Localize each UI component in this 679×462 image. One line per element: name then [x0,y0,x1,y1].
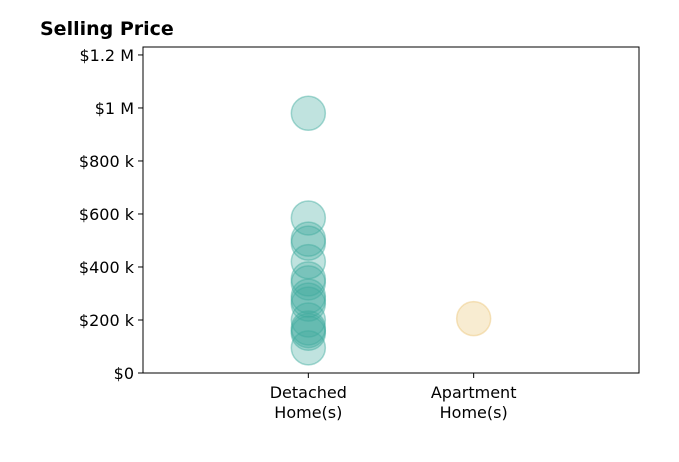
y-tick-label: $0 [114,364,134,383]
data-point-detached [290,261,327,297]
data-point-detached [290,330,327,366]
chart-title: Selling Price [40,18,174,40]
y-tick-label: $400 k [79,258,135,277]
data-point-detached [290,225,327,261]
data-point-detached [290,286,327,322]
data-point-detached [290,95,327,132]
data-point-detached [290,282,327,318]
data-point-detached [290,243,327,280]
x-tick-label: Detached [270,383,347,402]
data-point-detached [290,312,327,349]
data-point-detached [290,302,327,338]
data-point-detached [290,265,327,301]
data-point-detached [290,200,327,236]
data-point-detached [290,315,327,351]
y-axis: $0 $200 k $400 k $600 k $800 k $1 M $1.2 M [79,46,143,383]
data-point-apartment [455,300,492,337]
y-tick-label: $600 k [79,205,135,224]
y-tick-label: $1 M [95,99,134,118]
data-point-detached [290,278,327,314]
points-layer [290,95,492,366]
x-tick-label: Home(s) [274,403,342,422]
data-point-detached [290,221,327,257]
data-point-detached [290,310,327,346]
y-tick-label: $200 k [79,311,135,330]
y-tick-label: $800 k [79,152,135,171]
x-tick-label: Apartment [431,383,517,402]
plot-frame [142,46,640,374]
x-tick-label: Home(s) [440,403,508,422]
y-tick-label: $1.2 M [79,46,134,65]
